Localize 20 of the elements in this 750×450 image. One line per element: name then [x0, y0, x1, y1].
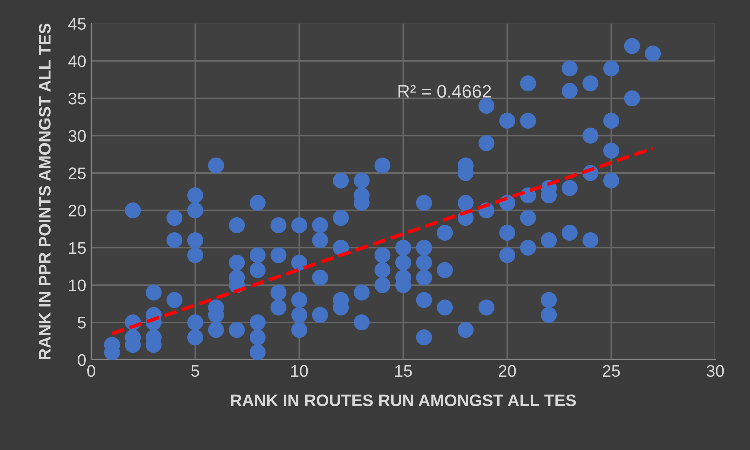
- x-tick-label: 15: [396, 365, 412, 378]
- x-tick-label: 25: [603, 365, 620, 378]
- x-tick-label: 0: [88, 365, 96, 378]
- y-tick-label: 5: [78, 317, 86, 329]
- y-tick-label: 40: [68, 56, 86, 68]
- y-tick-label: 20: [68, 205, 86, 217]
- x-tick-label: 5: [192, 365, 200, 378]
- y-tick-label: 10: [69, 280, 86, 292]
- y-tick-label: 0: [78, 354, 86, 366]
- y-tick-label: 15: [69, 242, 86, 254]
- y-axis-title: RANK IN PPR POINTS AMONGST ALL TES: [39, 24, 51, 360]
- y-tick-label: 25: [68, 168, 86, 180]
- annotation: R² = 0.4662: [398, 85, 492, 98]
- y-tick-label: 30: [68, 130, 86, 142]
- y-tick-label: 45: [68, 18, 86, 30]
- x-tick-label: 10: [292, 365, 308, 378]
- x-tick-label: 30: [706, 365, 724, 378]
- x-tick-label: 20: [499, 365, 516, 378]
- y-tick-label: 35: [68, 92, 86, 105]
- x-axis-title: RANK IN ROUTES RUN AMONGST ALL TES: [231, 394, 576, 407]
